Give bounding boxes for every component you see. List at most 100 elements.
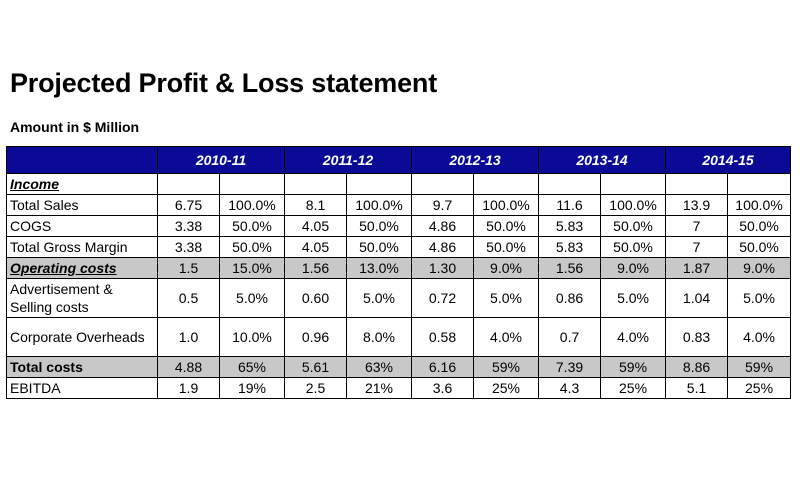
amount-cell: 0.7 (538, 317, 602, 357)
percent-cell: 59% (600, 356, 667, 378)
percent-cell: 10.0% (219, 317, 285, 357)
percent-cell: 50.0% (219, 236, 285, 258)
amount-unit-note: Amount in $ Million (10, 119, 140, 135)
amount-cell: 7.39 (538, 356, 602, 378)
amount-cell: 1.9 (157, 377, 220, 399)
percent-cell: 5.0% (346, 278, 412, 318)
percent-cell: 50.0% (727, 215, 792, 237)
percent-cell: 50.0% (600, 215, 667, 237)
row-total-sales: Total Sales 6.75 100.0% 8.1 100.0% 9.7 100.0%… (6, 194, 792, 216)
page-title: Projected Profit & Loss statement (10, 68, 437, 98)
row-advertisement-selling: Advertisement & Selling costs 0.5 5.0% 0.6… (6, 278, 792, 318)
amount-cell: 3.38 (157, 215, 220, 237)
row-total-costs: Total costs 4.88 65% 5.61 63% 6.16 59% 7.39 59%… (6, 356, 792, 378)
percent-cell: 21% (346, 377, 412, 399)
row-total-gross-margin: Total Gross Margin 3.38 50.0% 4.05 50.0% 4.8… (6, 236, 792, 258)
percent-cell: 5.0% (472, 278, 540, 318)
percent-cell: 50.0% (346, 236, 412, 258)
percent-cell: 4.0% (600, 317, 667, 357)
amount-cell: 1.5 (157, 257, 220, 279)
amount-cell: 1.56 (538, 257, 602, 279)
row-label: Corporate Overheads (6, 317, 158, 357)
amount-cell: 4.86 (411, 215, 474, 237)
year-header: 2011-12 (284, 146, 412, 174)
amount-cell: 4.05 (284, 236, 347, 258)
row-ebitda: EBITDA 1.9 19% 2.5 21% 3.6 25% 4.3 25% 5.1 25% (6, 377, 792, 399)
amount-cell: 8.86 (665, 356, 729, 378)
amount-cell: 1.87 (665, 257, 729, 279)
percent-cell: 9.0% (600, 257, 667, 279)
empty-cell (600, 173, 667, 195)
percent-cell: 59% (472, 356, 540, 378)
amount-cell: 3.38 (157, 236, 220, 258)
amount-cell: 4.86 (411, 236, 474, 258)
amount-cell: 0.83 (665, 317, 729, 357)
empty-cell (284, 173, 347, 195)
amount-cell: 5.61 (284, 356, 347, 378)
empty-cell (411, 173, 474, 195)
year-header-row: 2010-11 2011-12 2012-13 2013-14 2014-15 (6, 146, 792, 174)
row-label: EBITDA (6, 377, 158, 399)
percent-cell: 5.0% (600, 278, 667, 318)
percent-cell: 5.0% (727, 278, 792, 318)
row-label: Income (6, 173, 158, 195)
row-label: Advertisement & Selling costs (6, 278, 158, 318)
amount-cell: 0.96 (284, 317, 347, 357)
percent-cell: 8.0% (346, 317, 412, 357)
row-operating-costs: Operating costs 1.5 15.0% 1.56 13.0% 1.30 9.0… (6, 257, 792, 279)
amount-cell: 1.0 (157, 317, 220, 357)
percent-cell: 100.0% (219, 194, 285, 216)
amount-cell: 2.5 (284, 377, 347, 399)
row-label: Total Gross Margin (6, 236, 158, 258)
amount-cell: 13.9 (665, 194, 729, 216)
percent-cell: 50.0% (600, 236, 667, 258)
year-header: 2010-11 (157, 146, 285, 174)
percent-cell: 100.0% (472, 194, 540, 216)
profit-loss-table: 2010-11 2011-12 2012-13 2013-14 2014-15 … (6, 146, 792, 399)
percent-cell: 50.0% (346, 215, 412, 237)
amount-cell: 9.7 (411, 194, 474, 216)
percent-cell: 25% (472, 377, 540, 399)
percent-cell: 100.0% (600, 194, 667, 216)
amount-cell: 1.04 (665, 278, 729, 318)
amount-cell: 0.60 (284, 278, 347, 318)
amount-cell: 0.72 (411, 278, 474, 318)
row-cogs: COGS 3.38 50.0% 4.05 50.0% 4.86 50.0% 5.83 50.0… (6, 215, 792, 237)
percent-cell: 4.0% (472, 317, 540, 357)
empty-cell (665, 173, 729, 195)
amount-cell: 0.58 (411, 317, 474, 357)
empty-cell (727, 173, 792, 195)
amount-cell: 7 (665, 215, 729, 237)
row-corporate-overheads: Corporate Overheads 1.0 10.0% 0.96 8.0% 0.58… (6, 317, 792, 357)
row-label: Total costs (6, 356, 158, 378)
percent-cell: 50.0% (472, 236, 540, 258)
year-header: 2014-15 (665, 146, 792, 174)
empty-cell (472, 173, 540, 195)
percent-cell: 100.0% (727, 194, 792, 216)
percent-cell: 50.0% (472, 215, 540, 237)
percent-cell: 15.0% (219, 257, 285, 279)
amount-cell: 3.6 (411, 377, 474, 399)
amount-cell: 11.6 (538, 194, 602, 216)
amount-cell: 8.1 (284, 194, 347, 216)
percent-cell: 25% (727, 377, 792, 399)
percent-cell: 65% (219, 356, 285, 378)
amount-cell: 0.86 (538, 278, 602, 318)
percent-cell: 25% (600, 377, 667, 399)
header-blank-cell (6, 146, 158, 174)
amount-cell: 0.5 (157, 278, 220, 318)
empty-cell (538, 173, 602, 195)
percent-cell: 4.0% (727, 317, 792, 357)
percent-cell: 9.0% (472, 257, 540, 279)
percent-cell: 100.0% (346, 194, 412, 216)
percent-cell: 50.0% (219, 215, 285, 237)
empty-cell (346, 173, 412, 195)
amount-cell: 6.75 (157, 194, 220, 216)
amount-cell: 1.30 (411, 257, 474, 279)
empty-cell (157, 173, 220, 195)
percent-cell: 13.0% (346, 257, 412, 279)
amount-cell: 4.88 (157, 356, 220, 378)
row-label: Operating costs (6, 257, 158, 279)
amount-cell: 5.83 (538, 215, 602, 237)
percent-cell: 19% (219, 377, 285, 399)
